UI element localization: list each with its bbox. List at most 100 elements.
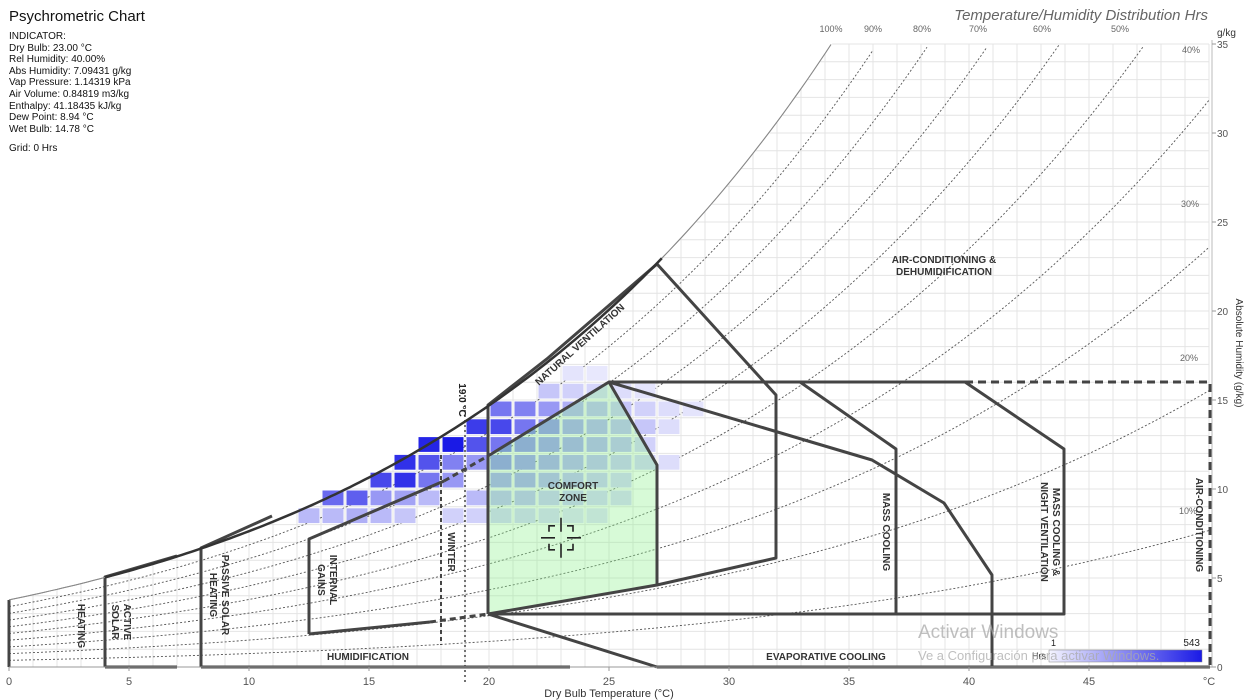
evaporative-cooling-outline [487,612,658,669]
indicator-vap-pressure: Vap Pressure: 1.14319 kPa [9,77,131,89]
comfort-zone-fill [488,382,657,614]
heat-cell [586,365,608,381]
heat-cell [562,490,584,506]
heat-cell [658,419,680,435]
heat-cell [514,437,536,452]
heat-cell [610,490,632,506]
hrs-legend-label: Hrs [1032,651,1046,661]
heat-cell [394,472,416,488]
heat-cell [370,472,392,488]
x-tick-label: 25 [603,676,615,688]
heat-cell [610,454,632,470]
mass-cooling-outline [609,380,898,614]
x-tick-label: 15 [363,676,375,688]
heat-cell [490,472,512,488]
zone-label: ACTIVE [121,604,132,641]
heat-cell [562,419,584,435]
heat-cell [322,508,344,524]
y-tick-label: 5 [1217,574,1223,585]
heat-cell [490,454,512,470]
y-tick-label: 15 [1217,396,1229,407]
rh-curve-20 [8,390,1210,655]
heat-cell [442,437,464,452]
heat-cell [490,419,512,435]
heat-cell [514,401,536,417]
heat-cell [610,437,632,452]
heat-cell [490,490,512,506]
indicator-air-volume: Air Volume: 0.84819 m3/kg [9,88,130,100]
rh-label: 60% [1033,24,1051,34]
mass-cooling-night-vent-outline [608,380,994,667]
heat-cell [562,401,584,417]
rh-label: 40% [1182,45,1200,55]
heat-cell [466,454,488,470]
x-tick-label: 10 [243,676,255,688]
rh-label: 20% [1180,353,1198,363]
heat-cell [610,419,632,435]
rh-label: 50% [1111,24,1129,34]
x-tick-label: 40 [963,676,975,688]
x-tick-label: 30 [723,676,735,688]
zone-label: EVAPORATIVE COOLING [766,652,886,663]
heat-cell [490,508,512,524]
heat-cell [562,383,584,399]
rh-curve-100 [8,44,832,601]
zone-label: GAINS [315,564,326,596]
heat-cell [490,437,512,452]
heat-cell [538,383,560,399]
indicator-crosshair [541,517,581,558]
heat-cell [658,454,680,470]
x-axis-label: Dry Bulb Temperature (°C) [544,688,674,700]
saturation-bold [104,257,663,579]
indicator-rel-humidity: Rel Humidity: 40.00% [9,54,106,66]
saturation-curve [8,44,832,601]
zone-label: PASSIVE SOLAR [219,555,230,636]
internal-gains-dash [429,612,489,624]
heat-cell [562,508,584,524]
heat-cell [370,508,392,524]
indicator-abs-humidity: Abs Humidity: 7.09431 g/kg [9,65,132,77]
heat-cell [562,437,584,452]
zone-label: AIR-CONDITIONING [1193,478,1204,573]
y-tick-label: 30 [1217,129,1229,140]
hrs-legend-max: 543 [1183,638,1200,649]
internal-gains-dash-top [443,454,489,483]
heat-cell [634,401,656,417]
heat-cell [586,437,608,452]
rh-label: 90% [864,24,882,34]
winter-temp-label: 19.0 °C [456,383,467,416]
hrs-legend-bar [1048,649,1203,663]
heat-cell [562,472,584,488]
heat-cell [298,508,320,524]
zone-label: NIGHT VENTILATION [1038,482,1049,582]
crosshair-lines [541,517,581,558]
heat-cell [514,472,536,488]
activate-windows-subtext: Ve a Configuración para activar Windows. [918,648,1160,663]
zone-label: SOLAR [109,605,120,641]
hrs-legend-min: 1 [1051,638,1056,648]
y-tick-label: 0 [1217,663,1223,674]
heat-cell [562,365,584,381]
heat-cell [466,419,488,435]
x-tick-label: 45 [1083,676,1095,688]
zone-label: COMFORT [548,481,599,492]
heat-cell [346,490,368,506]
heat-cell [586,472,608,488]
heat-cell [514,508,536,524]
heat-cell [538,454,560,470]
chart-subtitle: Temperature/Humidity Distribution Hrs [954,7,1208,24]
x-tick-label: 20 [483,676,495,688]
rh-label: 100% [819,24,842,34]
y-unit-label: g/kg [1217,28,1236,39]
x-tick-label: 35 [843,676,855,688]
y-tick-label: 35 [1217,40,1229,51]
air-conditioning-outline [965,380,1212,667]
heat-cell [538,508,560,524]
zone-label: ZONE [559,493,587,504]
indicator-dry-bulb: Dry Bulb: 23.00 °C [9,42,92,54]
zone-label: AIR-CONDITIONING & [892,255,996,266]
heat-cell [442,454,464,470]
heat-cell [490,401,512,417]
chart-title: Psychrometric Chart [9,8,145,25]
